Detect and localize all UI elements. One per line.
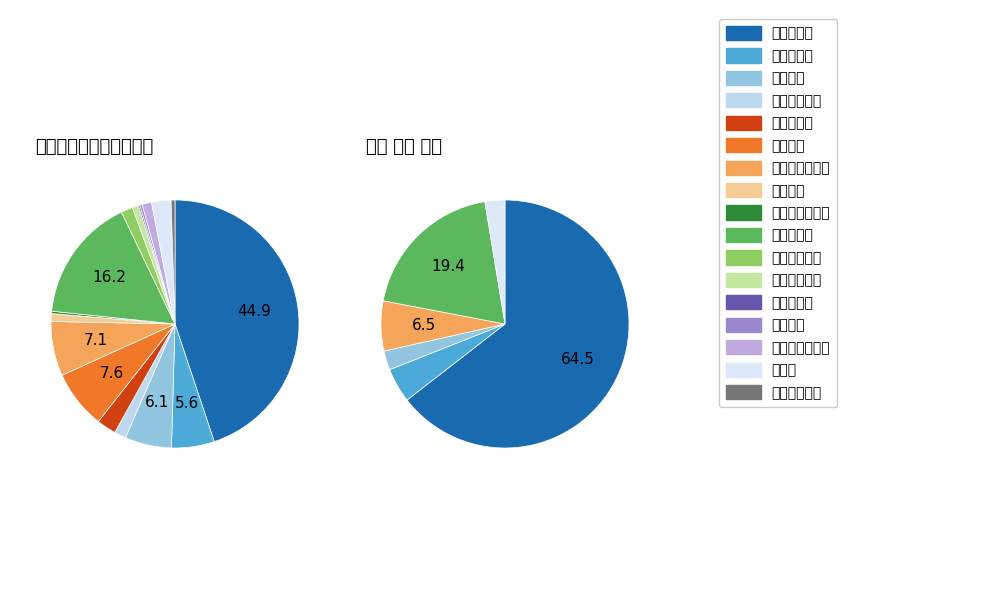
Wedge shape <box>138 205 175 324</box>
Text: 64.5: 64.5 <box>560 352 594 367</box>
Wedge shape <box>121 208 175 324</box>
Wedge shape <box>171 324 214 448</box>
Wedge shape <box>175 200 299 442</box>
Wedge shape <box>381 301 505 351</box>
Wedge shape <box>171 200 175 324</box>
Text: 5.6: 5.6 <box>175 396 199 411</box>
Text: 7.6: 7.6 <box>99 366 124 381</box>
Wedge shape <box>383 202 505 324</box>
Wedge shape <box>384 324 505 370</box>
Wedge shape <box>151 200 175 324</box>
Wedge shape <box>125 324 175 448</box>
Wedge shape <box>51 311 175 324</box>
Text: 44.9: 44.9 <box>238 304 271 319</box>
Text: セ・リーグ全プレイヤー: セ・リーグ全プレイヤー <box>36 139 154 157</box>
Text: 山崎 伊織 選手: 山崎 伊織 選手 <box>366 139 442 157</box>
Wedge shape <box>140 205 175 324</box>
Text: 7.1: 7.1 <box>84 333 108 348</box>
Wedge shape <box>407 200 629 448</box>
Wedge shape <box>390 324 505 400</box>
Wedge shape <box>142 202 175 324</box>
Wedge shape <box>98 324 175 433</box>
Text: 19.4: 19.4 <box>432 259 466 274</box>
Text: 16.2: 16.2 <box>92 270 126 285</box>
Wedge shape <box>51 322 175 375</box>
Legend: ストレート, ツーシーム, シュート, カットボール, スプリット, フォーク, チェンジアップ, シンカー, 高速スライダー, スライダー, 縦スライダー, : ストレート, ツーシーム, シュート, カットボール, スプリット, フォーク,… <box>719 19 837 407</box>
Wedge shape <box>115 324 175 437</box>
Text: 6.5: 6.5 <box>412 318 437 333</box>
Wedge shape <box>485 200 505 324</box>
Wedge shape <box>132 206 175 324</box>
Wedge shape <box>51 314 175 324</box>
Wedge shape <box>52 212 175 324</box>
Text: 6.1: 6.1 <box>145 395 170 410</box>
Wedge shape <box>62 324 175 421</box>
